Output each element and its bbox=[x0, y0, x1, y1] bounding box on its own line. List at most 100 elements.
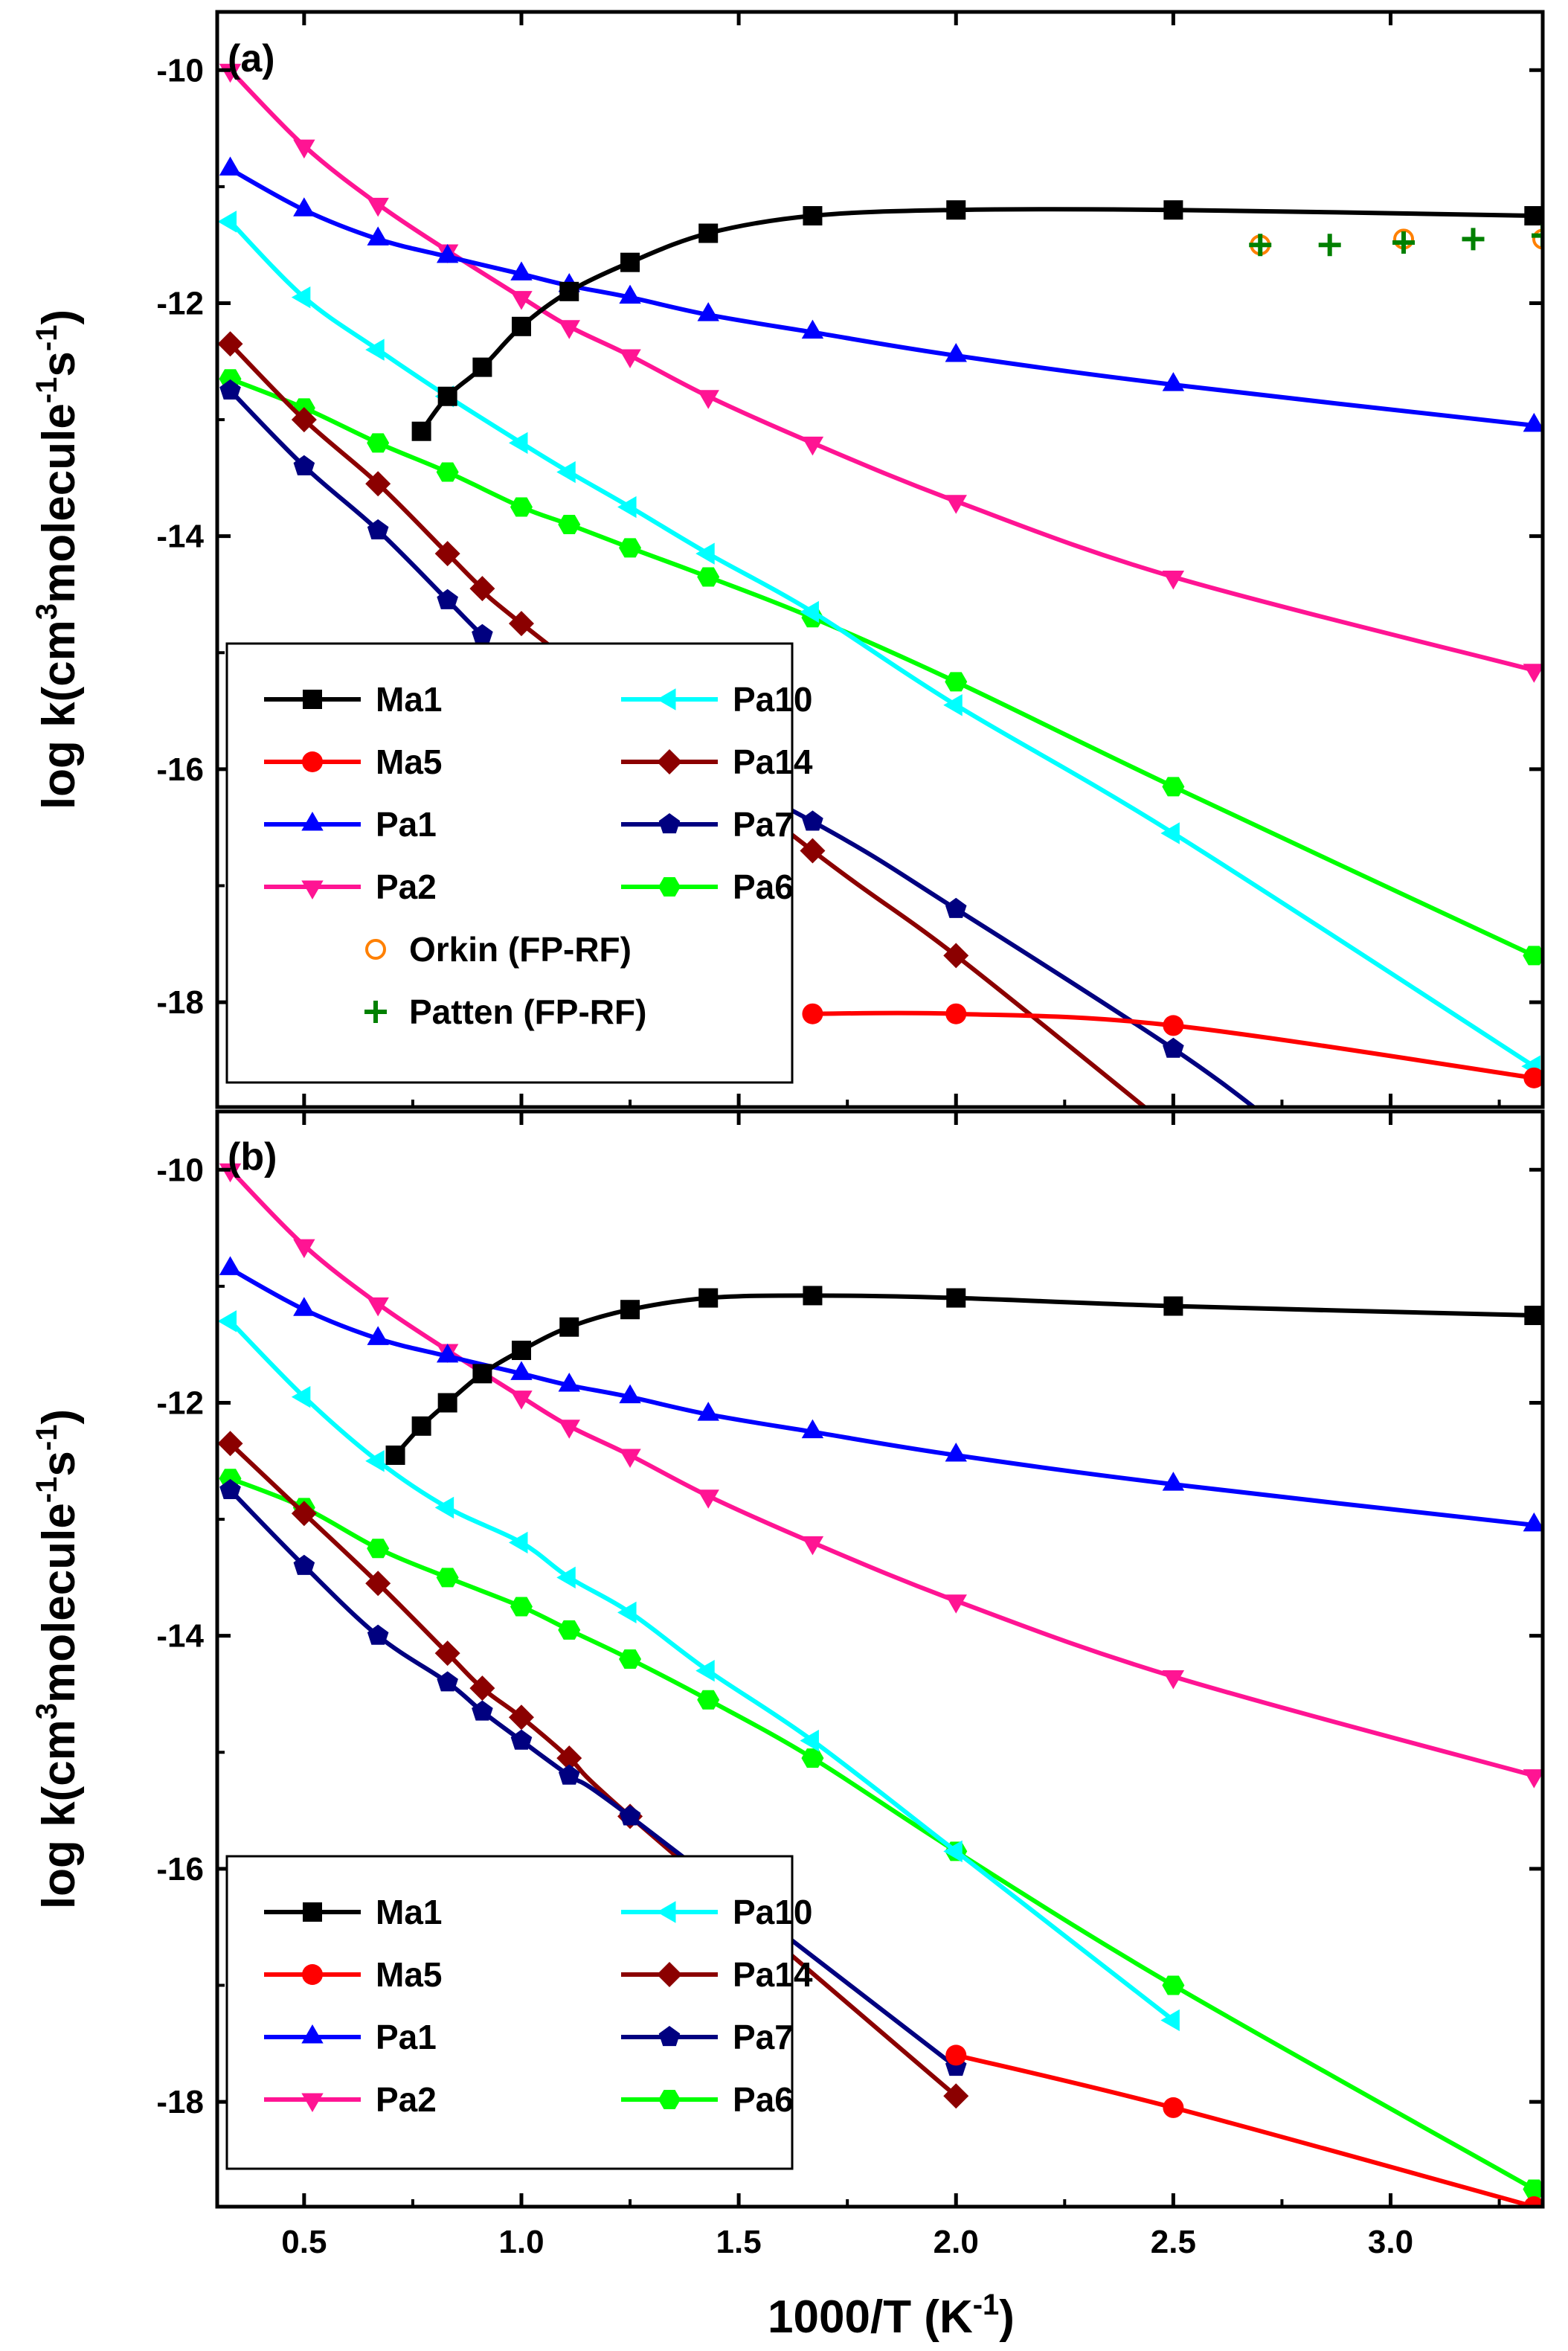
data-point-pa1-a bbox=[697, 302, 719, 321]
data-point-orkin-a bbox=[1532, 228, 1543, 250]
legend-marker-pa7-b bbox=[658, 2026, 681, 2047]
data-point-ma1-b bbox=[411, 1416, 431, 1436]
data-point-ma1-b bbox=[385, 1445, 405, 1465]
data-point-pa6-a bbox=[1523, 946, 1543, 966]
data-point-pa10-b bbox=[1160, 2009, 1180, 2032]
data-point-pa1-b bbox=[293, 1297, 315, 1316]
legend-label-pa7-b: Pa7 bbox=[733, 2018, 794, 2056]
data-point-ma1-b bbox=[620, 1300, 640, 1320]
legend-marker-pa7-a bbox=[658, 813, 681, 834]
data-point-pa2-b bbox=[510, 1391, 533, 1410]
legend-marker-pa14-b bbox=[657, 1962, 682, 1987]
data-point-pa2-b bbox=[619, 1449, 641, 1468]
data-point-ma1-a bbox=[511, 316, 531, 336]
y-tick-label-b: -10 bbox=[156, 1152, 204, 1188]
data-point-ma1-b bbox=[803, 1286, 823, 1306]
legend-marker-pa6-b bbox=[658, 2090, 681, 2109]
legend-marker-patten-a bbox=[364, 1001, 387, 1023]
data-point-pa1-b bbox=[945, 1442, 967, 1462]
data-point-pa1-a bbox=[510, 261, 533, 280]
legend-label-ma5-a: Ma5 bbox=[376, 742, 442, 781]
data-point-pa6-a bbox=[1162, 777, 1185, 797]
data-point-ma1-a bbox=[411, 421, 431, 441]
x-axis-title: 1000/T (K-1) bbox=[768, 2289, 1015, 2343]
data-point-ma1-a bbox=[620, 252, 640, 272]
legend-marker-pa1-a bbox=[301, 812, 324, 831]
data-point-pa14-a bbox=[291, 407, 317, 433]
data-point-ma1-a bbox=[559, 281, 579, 301]
x-tick-label: 1.0 bbox=[498, 2224, 544, 2260]
data-point-ma1-b bbox=[1524, 1306, 1543, 1326]
data-point-pa6-a bbox=[558, 515, 581, 535]
data-point-pa10-b bbox=[943, 1840, 963, 1863]
data-point-pa10-a bbox=[217, 211, 237, 233]
data-point-pa7-b bbox=[619, 1805, 641, 1826]
y-axis-title-b: log k(cm3molecule-1s-1) bbox=[30, 1409, 85, 1909]
data-point-pa6-b bbox=[367, 1539, 390, 1559]
panel-b-frame bbox=[215, 1109, 1545, 2209]
data-point-ma1-b bbox=[472, 1364, 492, 1384]
data-point-ma5-a bbox=[1523, 1067, 1543, 1088]
legend-label-ma1-a: Ma1 bbox=[376, 680, 442, 719]
data-point-ma1-a bbox=[1163, 200, 1183, 220]
data-point-pa2-a bbox=[801, 436, 824, 456]
data-point-pa1-b bbox=[510, 1361, 533, 1380]
data-point-ma5-b bbox=[1163, 2097, 1184, 2118]
data-point-pa7-b bbox=[367, 1624, 389, 1645]
data-point-ma1-a bbox=[803, 206, 823, 226]
data-point-ma5-b bbox=[945, 2044, 967, 2066]
legend-label-pa10-a: Pa10 bbox=[733, 680, 812, 719]
data-point-ma5-b bbox=[1523, 2196, 1543, 2207]
series-ma1-b bbox=[385, 1286, 1543, 1465]
series-line-ma5-a bbox=[812, 1010, 1535, 1080]
legend-marker-pa14-a bbox=[657, 749, 682, 774]
data-point-patten-a bbox=[1318, 234, 1341, 257]
data-point-pa6-a bbox=[367, 433, 390, 453]
data-point-pa10-a bbox=[365, 339, 385, 361]
data-point-pa10-a bbox=[800, 600, 819, 623]
data-point-pa2-b bbox=[1162, 1670, 1185, 1690]
data-point-pa10-b bbox=[800, 1729, 819, 1752]
data-point-pa14-a bbox=[434, 541, 460, 567]
data-point-pa14-b bbox=[943, 2083, 969, 2109]
data-point-pa2-a bbox=[1523, 664, 1543, 683]
legend-marker-ma5-b bbox=[302, 1964, 323, 1985]
x-tick-label: 1.5 bbox=[716, 2224, 762, 2260]
legend-marker-pa6-a bbox=[658, 877, 681, 897]
data-point-pa10-b bbox=[365, 1450, 385, 1472]
data-point-pa1-b bbox=[436, 1343, 459, 1363]
series-ma5-b bbox=[945, 2044, 1543, 2207]
legend-label-pa14-b: Pa14 bbox=[733, 1955, 813, 1994]
data-point-pa7-b bbox=[472, 1700, 493, 1721]
series-ma5-a bbox=[802, 1003, 1543, 1088]
data-point-pa2-b bbox=[367, 1297, 389, 1317]
data-point-pa1-a bbox=[436, 243, 459, 263]
legend-label-ma5-b: Ma5 bbox=[376, 1955, 442, 1994]
data-point-pa1-a bbox=[1523, 412, 1543, 432]
series-line-pa2-b bbox=[228, 1168, 1535, 1778]
panel-a-plot-area bbox=[217, 63, 1543, 1107]
data-point-ma1-a bbox=[1524, 206, 1543, 226]
data-point-pa1-a bbox=[619, 284, 641, 304]
y-tick-label-a: -10 bbox=[156, 52, 204, 89]
data-point-pa14-b bbox=[291, 1501, 317, 1527]
y-tick-label-b: -14 bbox=[156, 1618, 204, 1655]
data-point-pa14-b bbox=[508, 1704, 534, 1731]
legend-marker-ma1-b bbox=[303, 1902, 322, 1922]
legend-marker-pa10-a bbox=[657, 688, 676, 711]
data-point-pa10-a bbox=[943, 694, 963, 716]
data-point-patten-a bbox=[1249, 234, 1272, 257]
legend-label-pa2-a: Pa2 bbox=[376, 867, 437, 906]
panel-a-frame bbox=[215, 10, 1545, 1109]
data-point-ma1-b bbox=[698, 1288, 719, 1308]
legend-label-pa10-b: Pa10 bbox=[733, 1893, 812, 1931]
data-point-pa1-a bbox=[945, 342, 967, 362]
panel-a-legend: Ma1 Ma5 Pa1 Pa2 Pa10 Pa14 Pa7 Pa6 Orkin (FP-RF) P… bbox=[225, 642, 813, 1084]
data-point-pa10-a bbox=[1160, 822, 1180, 844]
data-point-pa1-b bbox=[801, 1419, 824, 1439]
series-pa1-a bbox=[219, 156, 1543, 432]
data-point-pa2-a bbox=[367, 197, 389, 217]
data-point-pa10-b bbox=[617, 1601, 637, 1624]
data-point-pa14-a bbox=[217, 331, 243, 357]
x-tick-label: 2.5 bbox=[1151, 2224, 1196, 2260]
